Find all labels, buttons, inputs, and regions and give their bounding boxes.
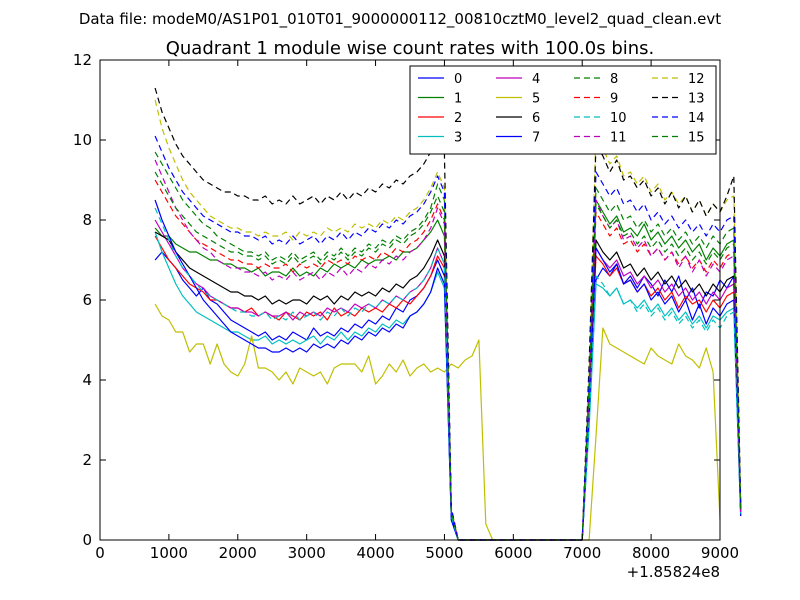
series-line-9 [154,179,742,541]
legend-label: 2 [454,111,462,126]
x-tick-label: 3000 [288,544,326,562]
legend-label: 3 [454,131,462,146]
legend-label: 13 [688,92,705,107]
x-offset-label: +1.85824e8 [627,563,720,581]
legend-label: 4 [532,72,540,87]
x-tick-label: 6000 [494,544,532,562]
y-tick-label: 12 [73,51,92,69]
plot-lines [154,87,742,541]
series-line-15 [154,171,742,541]
x-tick-label: 4000 [356,544,394,562]
chart-title: Quadrant 1 module wise count rates with … [166,38,655,59]
series-line-14 [154,135,742,541]
series-line-5 [154,303,721,541]
series-line-12 [154,99,742,541]
x-tick-label: 5000 [425,544,463,562]
x-tick-label: 7000 [563,544,601,562]
y-tick-label: 8 [82,211,92,229]
series-line-13 [154,87,742,541]
y-tick-label: 2 [82,451,92,469]
legend-box [409,65,717,155]
series-line-10 [154,207,742,541]
legend-label: 15 [688,131,705,146]
x-tick-label: 8000 [632,544,670,562]
legend-label: 10 [610,111,627,126]
chart-suptitle: Data file: modeM0/AS1P01_010T01_90000001… [79,10,721,29]
legend-label: 1 [454,92,462,107]
legend-label: 12 [688,72,705,87]
x-tick-label: 9000 [701,544,739,562]
series-line-8 [154,151,742,541]
x-tick-label: 0 [95,544,105,562]
y-tick-label: 10 [73,131,92,149]
legend-label: 5 [532,92,540,107]
legend-label: 7 [532,131,540,146]
legend-label: 14 [688,111,705,126]
y-tick-label: 4 [82,371,92,389]
legend-label: 9 [610,92,618,107]
y-tick-label: 0 [82,531,92,549]
legend-label: 8 [610,72,618,87]
legend-label: 6 [532,111,540,126]
x-tick-label: 1000 [150,544,188,562]
legend-label: 0 [454,72,462,87]
x-axis: 0 1000 2000 3000 4000 5000 6000 7000 8000 9000 [95,60,739,562]
legend-label: 11 [610,131,627,146]
x-tick-label: 2000 [219,544,257,562]
y-tick-label: 6 [82,291,92,309]
